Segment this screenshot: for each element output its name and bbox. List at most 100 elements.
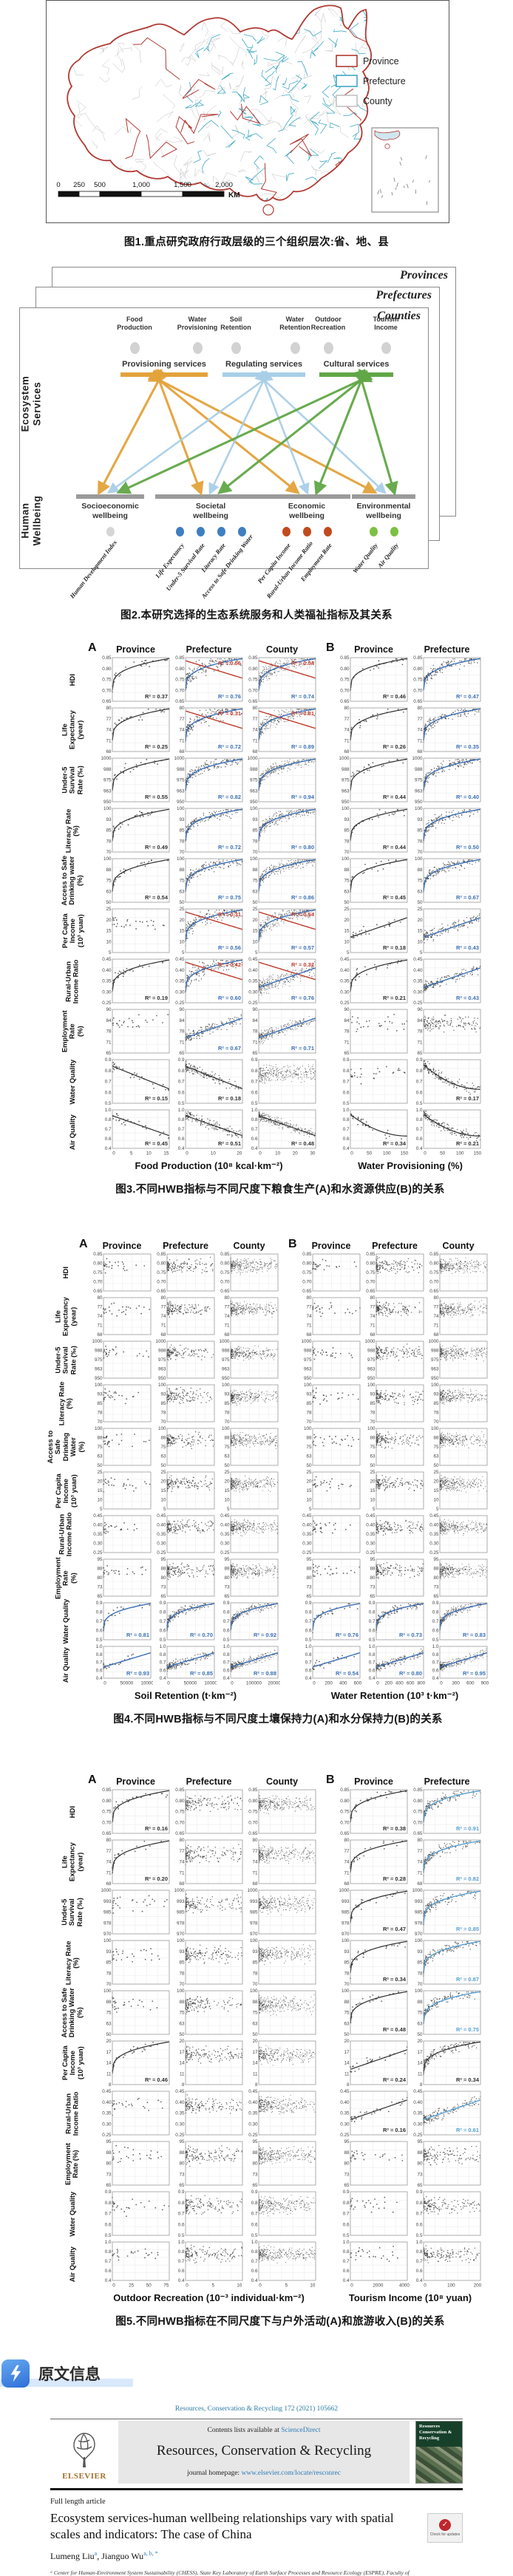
journal-cover-thumbnail: Resources Conservation & Recycling <box>415 2421 463 2484</box>
scatter-panel <box>364 1644 426 1686</box>
elsevier-logo: ELSEVIER <box>50 2421 118 2484</box>
row-label: Per Capita Income (10³ yuan) <box>54 1473 78 1508</box>
scatter-panel <box>364 1383 426 1425</box>
column-header: Province <box>116 644 155 655</box>
row-label: Per Capita Income (10³ yuan) <box>61 913 85 949</box>
scatter-panel <box>173 806 245 855</box>
indicator-dot <box>197 527 205 536</box>
scatter-panel <box>100 907 171 955</box>
figure-header-row: A Province Prefecture County B Province Prefec… <box>43 1238 513 1251</box>
service-dot <box>231 342 241 354</box>
check-icon: ✓ <box>439 2519 451 2531</box>
scatter-panel <box>218 1470 280 1512</box>
x-axis-label-A: Food Production (10⁸ kcal·km⁻²) <box>135 1160 283 1171</box>
scatter-panel <box>338 2240 410 2289</box>
wellbeing-group-label: Societal wellbeing <box>193 502 228 521</box>
scatter-panel <box>173 2240 245 2289</box>
scatter-panel <box>173 907 245 955</box>
scatter-panel <box>154 1557 217 1599</box>
scatter-panel <box>364 1295 426 1338</box>
row-label: Literacy Rate (%) <box>64 1940 81 1985</box>
scatter-panel <box>246 2039 318 2088</box>
scatter-panel <box>427 1644 489 1686</box>
scatter-panel <box>154 1426 217 1468</box>
section-header: 原文信息 <box>0 2359 513 2393</box>
scatter-panel <box>173 957 245 1006</box>
scatter-panel <box>218 1383 280 1425</box>
scatter-panel <box>338 1108 410 1156</box>
scatter-panel <box>300 1513 362 1556</box>
scatter-panel <box>411 907 483 955</box>
scatter-panel <box>411 2039 483 2088</box>
scatter-panel <box>338 1788 410 1836</box>
scatter-panel <box>100 856 171 905</box>
scatter-panel <box>173 706 245 754</box>
scatter-panel <box>411 2190 483 2238</box>
indicator-dot <box>370 527 378 536</box>
scatter-panel <box>173 756 245 805</box>
scatter-panel <box>338 2139 410 2188</box>
journal-banner: Contents lists available at ScienceDirec… <box>118 2421 410 2484</box>
sciencedirect-link[interactable]: ScienceDirect <box>281 2427 321 2434</box>
figure-5: A Province Prefecture County B Province Prefec… <box>47 1773 513 2328</box>
journal-header-card: ELSEVIER Contents lists available at Sci… <box>50 2421 463 2484</box>
column-header: Prefecture <box>424 644 470 655</box>
scatter-panel <box>173 1938 245 1987</box>
scatter-panel <box>338 907 410 955</box>
scatter-panel <box>218 1339 280 1381</box>
service-group-label: Provisioning services <box>122 360 206 369</box>
journal-cover-title: Resources Conservation & Recycling <box>419 2424 452 2442</box>
figure-4: A Province Prefecture County B Province Prefec… <box>43 1238 513 1726</box>
scatter-panel <box>246 1938 318 1987</box>
row-label: Access to Safe Drinking Water (%) <box>46 1431 86 1464</box>
scatter-panel <box>338 756 410 805</box>
scatter-panel <box>427 1601 489 1643</box>
scatter-panel <box>427 1513 489 1556</box>
scatter-panel <box>338 2190 410 2238</box>
row-label: Literacy Rate (%) <box>58 1381 74 1426</box>
scatter-panel <box>427 1339 489 1381</box>
scatter-panel <box>173 2089 245 2138</box>
scatter-panel <box>91 1513 153 1556</box>
scatter-panel <box>218 1252 280 1294</box>
scatter-panel <box>91 1295 153 1338</box>
row-label: Life Expectancy (year) <box>61 1842 85 1882</box>
row-label: Access to Safe Drinking Water (%) <box>61 1988 85 2038</box>
scatter-panel <box>154 1339 217 1381</box>
article-title: Ecosystem services-human wellbeing relat… <box>50 2511 394 2542</box>
scatter-panel <box>173 1057 245 1106</box>
fig5-caption: 图5.不同HWB指标在不同尺度下与户外活动(A)和旅游收入(B)的关系 <box>115 2316 445 2328</box>
wellbeing-group-label: Economic wellbeing <box>288 502 326 521</box>
service-item-label: Water Retention <box>279 316 310 331</box>
scatter-panel <box>364 1513 426 1556</box>
scatter-panel <box>173 1007 245 1056</box>
column-header: Prefecture <box>372 1241 418 1251</box>
row-label: HDI <box>68 1805 77 1819</box>
scatter-panel <box>100 1938 171 1987</box>
scatter-panel <box>100 2190 171 2238</box>
service-dot <box>291 342 300 354</box>
scatter-panel <box>91 1426 153 1468</box>
journal-homepage-link[interactable]: www.elsevier.com/locate/resconrec <box>241 2470 341 2477</box>
svg-text:0: 0 <box>56 181 60 189</box>
row-label: Employment Rate (%) <box>61 1010 85 1053</box>
lightning-icon <box>1 2359 30 2388</box>
scatter-panel <box>100 2139 171 2188</box>
row-label: Rural-Urban Income Ratio <box>64 2091 81 2136</box>
wellbeing-group-bar <box>263 494 350 499</box>
svg-text:2,000: 2,000 <box>215 181 233 189</box>
scatter-panel <box>173 1838 245 1887</box>
scatter-panel <box>100 806 171 855</box>
scatter-panel <box>91 1383 153 1425</box>
indicator-dot <box>176 527 184 536</box>
scatter-panel <box>173 2039 245 2088</box>
scatter-panel <box>364 1252 426 1294</box>
service-group-label: Regulating services <box>225 360 302 369</box>
fig4-caption: 图4.不同HWB指标与不同尺度土壤保持力(A)和水分保持力(B)的关系 <box>113 1714 443 1725</box>
scatter-panel <box>173 2190 245 2238</box>
check-for-updates-badge[interactable]: ✓ Check for updates <box>427 2513 463 2543</box>
service-dot <box>381 342 391 354</box>
scatter-panel <box>154 1252 217 1294</box>
scatter-panel <box>91 1470 153 1512</box>
scatter-panel <box>411 1938 483 1987</box>
